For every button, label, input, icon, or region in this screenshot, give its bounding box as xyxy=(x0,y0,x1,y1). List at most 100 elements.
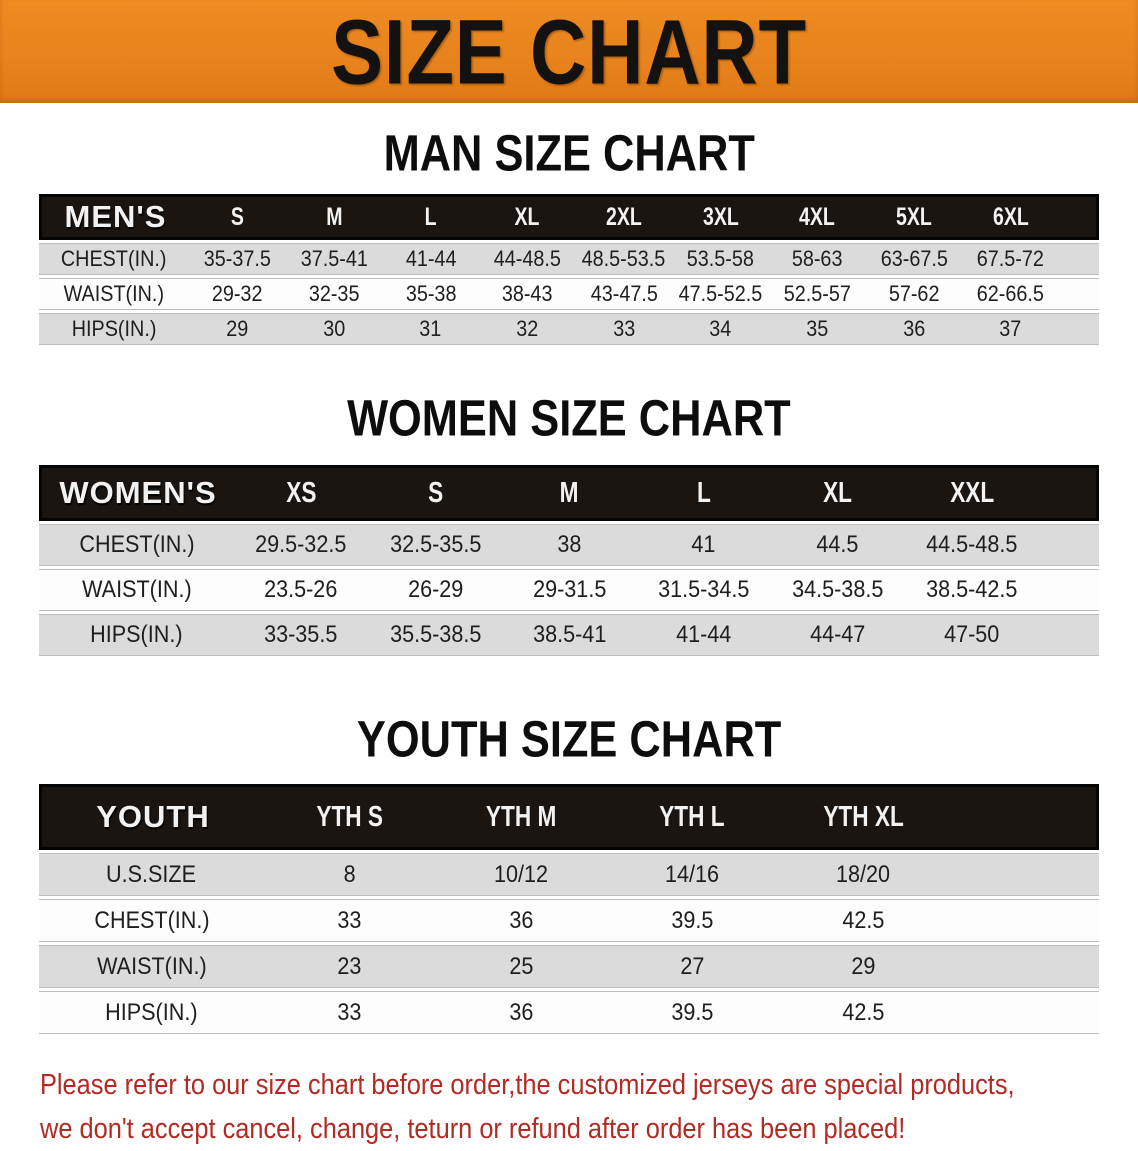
row-label-cell: HIPS(IN.) xyxy=(39,614,234,656)
value-cell: 44-48.5 xyxy=(478,243,576,275)
header-filler-cell xyxy=(1059,194,1099,240)
row-label-cell: HIPS(IN.) xyxy=(39,991,264,1034)
row-label-cell: WAIST(IN.) xyxy=(39,945,264,988)
value-cell: 39.5 xyxy=(606,991,778,1034)
value-cell: 10/12 xyxy=(435,853,607,896)
row-filler-cell xyxy=(1039,569,1099,611)
value-cell: 44-47 xyxy=(770,614,905,656)
youth-section-title: YOUTH SIZE CHART xyxy=(0,709,1138,765)
value-cell: 29-32 xyxy=(189,278,286,310)
value-cell: 23.5-26 xyxy=(234,569,369,611)
value-cell: 29 xyxy=(777,945,949,988)
value-cell: 32.5-35.5 xyxy=(368,524,503,566)
row-label-cell: CHEST(IN.) xyxy=(39,524,234,566)
value-cell: 27 xyxy=(606,945,778,988)
value-cell: 38-43 xyxy=(478,278,576,310)
value-cell: 35-37.5 xyxy=(189,243,286,275)
value-cell: 26-29 xyxy=(368,569,503,611)
row-filler-cell xyxy=(1039,614,1099,656)
banner: SIZE CHART xyxy=(0,0,1138,103)
value-cell: 41-44 xyxy=(636,614,771,656)
table-row: WAIST(IN.) 23.5-26 26-29 29-31.5 31.5-34.5 34… xyxy=(39,569,1099,611)
size-column-header: 5XL xyxy=(865,194,963,240)
men-header-row: MEN'S S M L XL 2XL 3XL 4XL 5XL 6XL xyxy=(39,194,1099,240)
value-cell: 42.5 xyxy=(777,991,949,1034)
value-cell: 33 xyxy=(264,899,436,942)
value-cell: 38.5-42.5 xyxy=(904,569,1039,611)
disclaimer-line-1: Please refer to our size chart before or… xyxy=(40,1069,1015,1101)
value-cell: 33-35.5 xyxy=(234,614,369,656)
size-column-header: YTH M xyxy=(435,784,607,850)
table-row: WAIST(IN.) 23 25 27 29 xyxy=(39,945,1099,988)
row-label-cell: WAIST(IN.) xyxy=(39,278,189,310)
women-size-table: WOMEN'S XS S M L XL XXL CHEST(IN.) 29.5-32.5 32… xyxy=(39,462,1099,659)
row-filler-cell xyxy=(949,945,1099,988)
value-cell: 37 xyxy=(962,313,1059,345)
value-cell: 35.5-38.5 xyxy=(368,614,503,656)
value-cell: 38.5-41 xyxy=(502,614,637,656)
women-header-row: WOMEN'S XS S M L XL XXL xyxy=(39,465,1099,521)
value-cell: 32-35 xyxy=(285,278,383,310)
size-column-header: XXL xyxy=(904,465,1039,521)
size-column-header: M xyxy=(502,465,637,521)
value-cell: 35 xyxy=(768,313,866,345)
size-column-header: S xyxy=(189,194,286,240)
value-cell: 38 xyxy=(502,524,637,566)
value-cell: 34 xyxy=(672,313,769,345)
table-row: HIPS(IN.) 33-35.5 35.5-38.5 38.5-41 41-44 44-… xyxy=(39,614,1099,656)
banner-title: SIZE CHART xyxy=(331,0,807,104)
value-cell: 36 xyxy=(435,991,607,1034)
size-column-header: 2XL xyxy=(575,194,673,240)
men-size-table: MEN'S S M L XL 2XL 3XL 4XL 5XL 6XL CHEST(IN.) 35-… xyxy=(39,191,1099,348)
header-filler-cell xyxy=(949,784,1099,850)
men-section-title-text: MAN SIZE CHART xyxy=(383,125,755,182)
value-cell: 57-62 xyxy=(865,278,963,310)
value-cell: 44.5-48.5 xyxy=(904,524,1039,566)
value-cell: 35-38 xyxy=(382,278,479,310)
size-column-header: M xyxy=(285,194,383,240)
women-section-title: WOMEN SIZE CHART xyxy=(0,388,1138,444)
size-column-header: 3XL xyxy=(672,194,769,240)
row-filler-cell xyxy=(949,899,1099,942)
value-cell: 41 xyxy=(636,524,771,566)
value-cell: 29.5-32.5 xyxy=(234,524,369,566)
size-column-header: L xyxy=(382,194,479,240)
value-cell: 25 xyxy=(435,945,607,988)
youth-header-row: YOUTH YTH S YTH M YTH L YTH XL xyxy=(39,784,1099,850)
value-cell: 44.5 xyxy=(770,524,905,566)
disclaimer: Please refer to our size chart before or… xyxy=(40,1063,1138,1151)
value-cell: 23 xyxy=(264,945,436,988)
value-cell: 33 xyxy=(264,991,436,1034)
value-cell: 37.5-41 xyxy=(285,243,383,275)
women-section-title-text: WOMEN SIZE CHART xyxy=(347,390,791,447)
value-cell: 47.5-52.5 xyxy=(672,278,769,310)
size-column-header: YTH XL xyxy=(777,784,949,850)
size-column-header: 4XL xyxy=(768,194,866,240)
header-filler-cell xyxy=(1039,465,1099,521)
value-cell: 30 xyxy=(285,313,383,345)
table-row: CHEST(IN.) 29.5-32.5 32.5-35.5 38 41 44.5 44.5… xyxy=(39,524,1099,566)
size-column-header: XS xyxy=(234,465,369,521)
value-cell: 48.5-53.5 xyxy=(575,243,673,275)
men-section-title: MAN SIZE CHART xyxy=(0,123,1138,179)
value-cell: 58-63 xyxy=(768,243,866,275)
value-cell: 29-31.5 xyxy=(502,569,637,611)
value-cell: 33 xyxy=(575,313,673,345)
size-column-header: YTH L xyxy=(606,784,778,850)
value-cell: 31.5-34.5 xyxy=(636,569,771,611)
youth-section-title-text: YOUTH SIZE CHART xyxy=(356,711,782,768)
size-column-header: XL xyxy=(770,465,905,521)
value-cell: 47-50 xyxy=(904,614,1039,656)
size-column-header: XL xyxy=(478,194,576,240)
table-row: HIPS(IN.) 29 30 31 32 33 34 35 36 37 xyxy=(39,313,1099,345)
size-column-header: YTH S xyxy=(264,784,436,850)
value-cell: 62-66.5 xyxy=(962,278,1059,310)
size-column-header: 6XL xyxy=(962,194,1059,240)
row-label-cell: CHEST(IN.) xyxy=(39,243,189,275)
value-cell: 41-44 xyxy=(382,243,479,275)
row-filler-cell xyxy=(1059,243,1099,275)
row-filler-cell xyxy=(949,853,1099,896)
value-cell: 63-67.5 xyxy=(865,243,963,275)
value-cell: 53.5-58 xyxy=(672,243,769,275)
